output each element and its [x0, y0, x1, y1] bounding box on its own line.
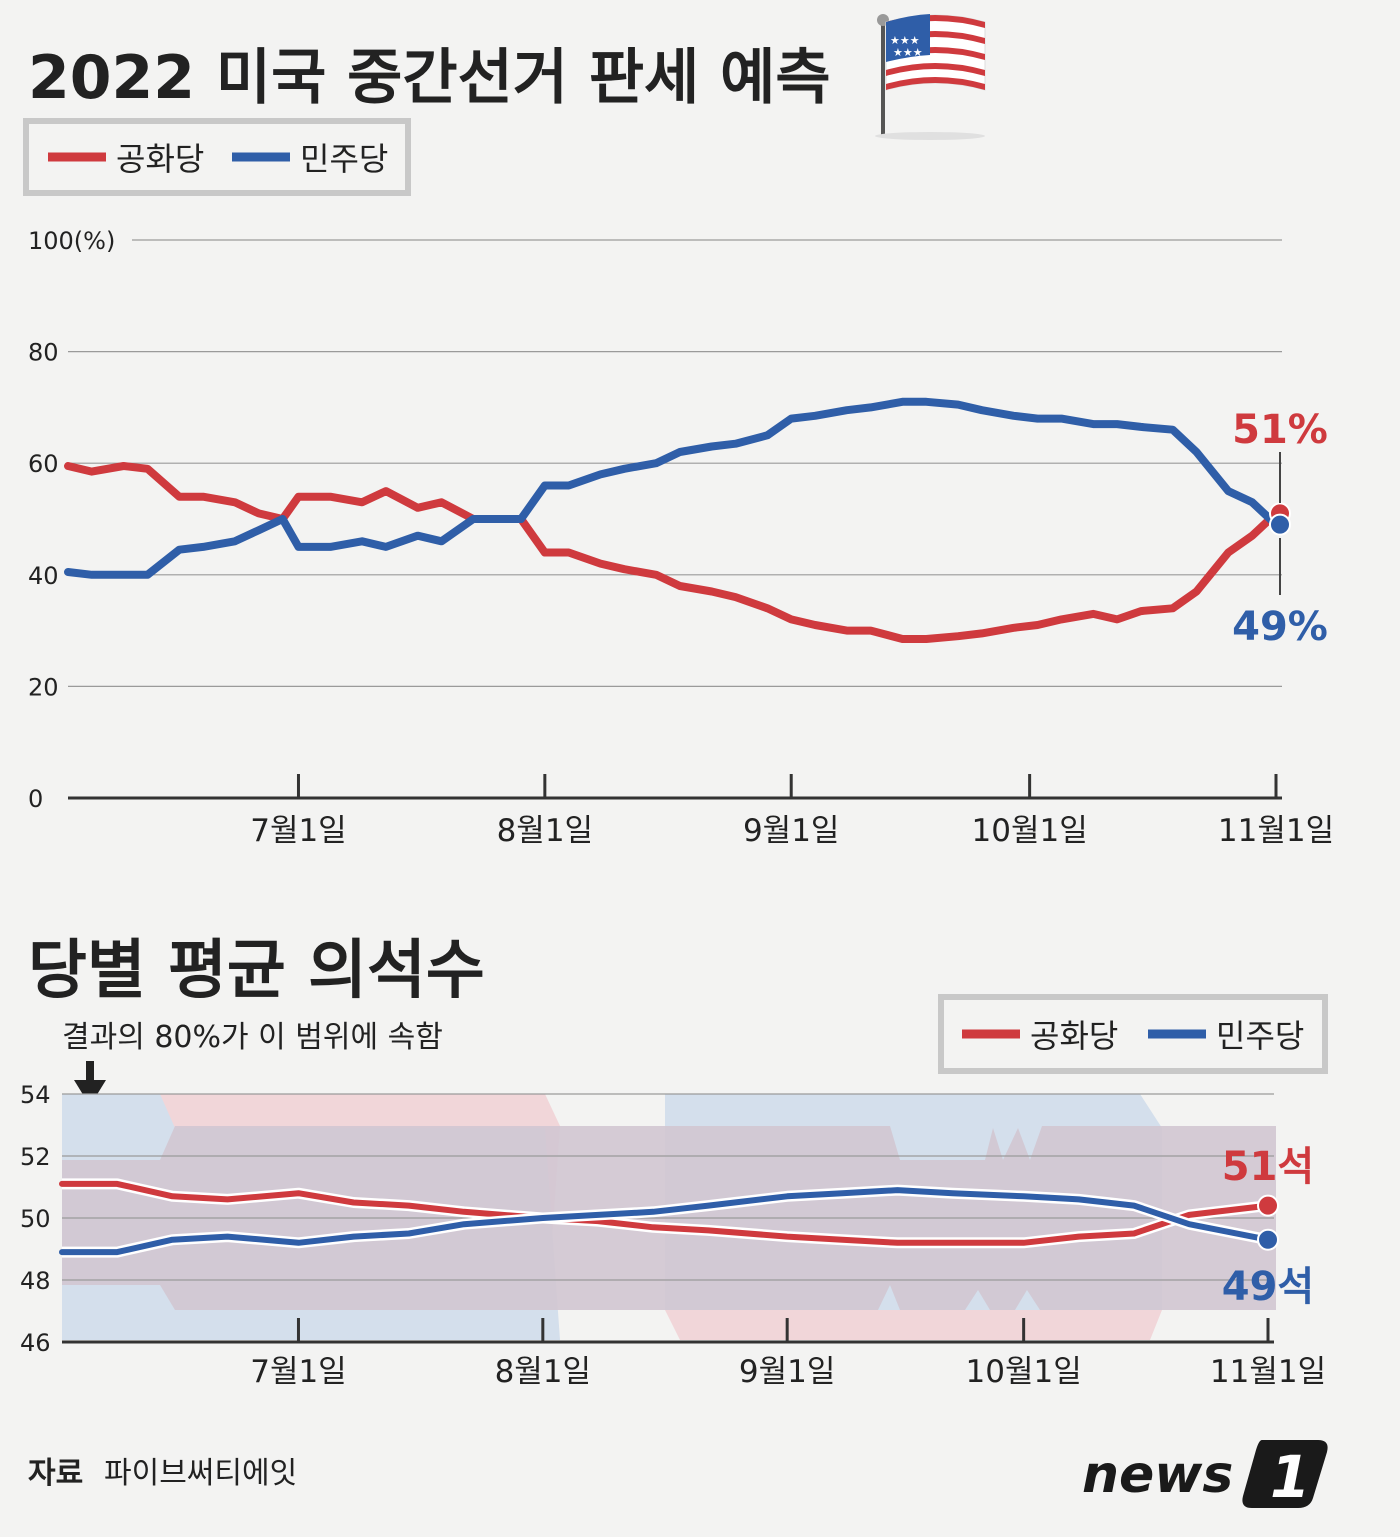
y-tick-label: 48: [20, 1267, 51, 1295]
chart2-x-ticks: 7월1일 8월1일 9월1일 10월1일 11월1일: [250, 1318, 1326, 1390]
logo-text: news: [1082, 1445, 1233, 1505]
source-value: 파이브써티에잇: [104, 1456, 297, 1491]
y-tick-label: 46: [20, 1329, 51, 1357]
x-tick-label: 7월1일: [250, 813, 347, 849]
chart2-lines: [59, 1178, 1279, 1258]
x-tick-label: 9월1일: [739, 1354, 836, 1390]
x-tick-label: 10월1일: [966, 1354, 1082, 1390]
y-tick-label: 60: [28, 450, 59, 478]
rep-series-line: [64, 462, 1280, 643]
dem-end-dot: [1269, 513, 1291, 536]
us-flag-icon: ★★★ ★★★: [875, 14, 986, 140]
chart2-legend: 공화당 민주당: [938, 994, 1328, 1074]
chart2-y-ticks: 54 52 50 48 46: [20, 1081, 51, 1357]
chart2-range-note: 결과의 80%가 이 범위에 속함: [62, 1020, 443, 1055]
chart1-y-ticks: 100(%) 80 60 40 20 0: [28, 227, 115, 813]
dem-series-line: [64, 397, 1280, 579]
rep-end-dot: [1257, 1194, 1279, 1217]
chart1-dem-end-label: 49%: [1232, 604, 1328, 650]
legend-rep-label: 공화당: [116, 140, 204, 178]
chart2-range-bands: [62, 1094, 1276, 1340]
source-label: 자료: [28, 1456, 83, 1491]
y-tick-label: 50: [20, 1205, 51, 1233]
chart2-rep-end-label: 51석: [1222, 1144, 1314, 1190]
svg-text:★★★: ★★★: [890, 34, 920, 47]
y-tick-label: 20: [28, 673, 59, 701]
chart1-rep-end-label: 51%: [1232, 407, 1328, 453]
y-tick-label: 52: [20, 1143, 51, 1171]
y-tick-label: 80: [28, 339, 59, 367]
chart1-legend: 공화당 민주당: [23, 118, 411, 196]
news1-logo: news 1: [1082, 1440, 1328, 1511]
legend2-dem-label: 민주당: [1216, 1017, 1304, 1055]
x-tick-label: 9월1일: [743, 813, 840, 849]
rep-series-line: [59, 1180, 1271, 1246]
down-arrow-icon: [74, 1061, 106, 1106]
y-tick-label: 0: [28, 785, 43, 813]
y-tick-label: 54: [20, 1081, 51, 1109]
chart2-gridlines: [62, 1093, 1274, 1344]
y-tick-label: 40: [28, 562, 59, 590]
dem-end-dot: [1257, 1228, 1279, 1251]
x-tick-label: 11월1일: [1210, 1354, 1326, 1390]
dem-series-line: [59, 1187, 1271, 1256]
chart2-dem-end-label: 49석: [1222, 1264, 1314, 1310]
chart1-x-ticks: 7월1일 8월1일 9월1일 10월1일 11월1일: [250, 774, 1334, 849]
chart1-gridlines: [68, 239, 1282, 800]
chart1-title: 2022 미국 중간선거 판세 예측: [28, 43, 831, 113]
svg-text:★★★: ★★★: [893, 46, 923, 59]
chart1-lines: [64, 397, 1291, 643]
legend2-rep-label: 공화당: [1030, 1017, 1118, 1055]
logo-digit: 1: [1270, 1443, 1310, 1511]
x-tick-label: 8월1일: [497, 813, 594, 849]
x-tick-label: 10월1일: [972, 813, 1088, 849]
x-tick-label: 7월1일: [250, 1354, 347, 1390]
y-tick-label: 100(%): [28, 227, 115, 255]
rep-range-band-2: [665, 1310, 1162, 1340]
legend-dem-label: 민주당: [300, 140, 388, 178]
x-tick-label: 11월1일: [1218, 813, 1334, 849]
chart2-title: 당별 평균 의석수: [28, 934, 485, 1008]
x-tick-label: 8월1일: [495, 1354, 592, 1390]
